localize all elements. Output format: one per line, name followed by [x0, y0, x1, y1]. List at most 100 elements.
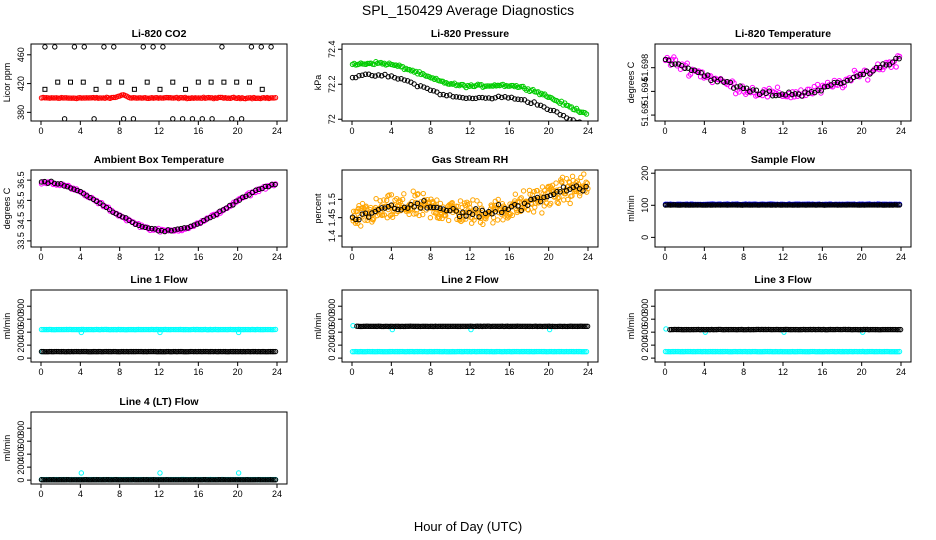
data-point: [480, 221, 486, 228]
data-point: [851, 326, 857, 333]
data-point: [865, 202, 871, 208]
data-point: [749, 202, 756, 208]
data-point: [52, 44, 58, 50]
data-point: [698, 70, 704, 76]
data-point: [97, 477, 103, 483]
data-point: [271, 348, 277, 355]
x-tick-label: 16: [193, 367, 203, 377]
data-point: [202, 348, 209, 355]
data-point: [508, 323, 514, 329]
data-point: [527, 191, 533, 197]
data-point: [865, 77, 871, 83]
data-point: [772, 326, 778, 333]
data-point: [157, 477, 163, 483]
x-tick-label: 4: [78, 367, 83, 377]
y-tick-label: 200: [640, 338, 650, 353]
data-point: [227, 348, 234, 355]
data-point: [50, 95, 56, 101]
data-point: [803, 348, 809, 355]
data-point: [434, 197, 440, 203]
data-point: [195, 477, 202, 483]
data-point: [62, 348, 68, 355]
x-tick-label: 20: [544, 252, 554, 262]
data-point: [555, 200, 562, 206]
data-point: [534, 102, 541, 108]
data-point: [860, 71, 867, 78]
data-point: [794, 348, 801, 355]
data-point: [377, 198, 383, 204]
data-point: [256, 477, 262, 483]
data-point: [365, 323, 372, 330]
data-point: [120, 326, 127, 333]
data-point: [401, 204, 408, 211]
data-point: [134, 477, 140, 483]
data-point: [145, 225, 152, 231]
data-point: [369, 323, 375, 330]
data-point: [236, 477, 242, 483]
data-point: [179, 116, 186, 121]
data-point: [421, 323, 427, 329]
data-point: [780, 326, 787, 333]
y-tick-label: 400: [16, 447, 26, 462]
y-axis-label-line2: ml/min: [313, 313, 323, 340]
data-point: [759, 202, 766, 208]
data-point: [222, 477, 229, 483]
data-point: [217, 326, 224, 333]
data-point: [117, 326, 123, 333]
data-point: [185, 326, 192, 333]
data-point: [495, 196, 501, 203]
points-line4: [38, 470, 279, 483]
data-point: [215, 326, 222, 333]
data-point: [437, 91, 443, 98]
data-point: [893, 64, 899, 70]
data-point: [883, 202, 889, 208]
data-point: [262, 348, 269, 355]
data-point: [669, 61, 675, 68]
data-point: [95, 477, 102, 483]
data-point: [767, 326, 773, 333]
data-point: [131, 86, 137, 92]
data-point: [109, 477, 115, 483]
data-point: [704, 72, 711, 78]
data-point: [150, 348, 157, 355]
data-point: [379, 212, 386, 218]
data-point: [378, 73, 385, 79]
data-point: [363, 203, 369, 209]
data-point: [127, 477, 133, 483]
data-point: [861, 348, 868, 355]
data-point: [81, 44, 87, 50]
data-point: [167, 477, 173, 483]
x-tick-label: 4: [389, 367, 394, 377]
data-point: [50, 348, 56, 355]
data-point: [707, 348, 714, 355]
data-point: [389, 214, 396, 220]
data-point: [248, 44, 255, 50]
data-point: [199, 477, 205, 483]
y-tick-label: 800: [327, 299, 337, 314]
y-tick-label: 0: [16, 478, 26, 483]
data-point: [257, 477, 264, 483]
data-point: [210, 326, 217, 333]
data-point: [896, 202, 903, 208]
data-point: [727, 79, 734, 86]
data-point: [742, 326, 748, 333]
data-point: [829, 326, 835, 333]
data-point: [152, 326, 158, 333]
data-point: [766, 348, 772, 355]
data-point: [673, 326, 680, 333]
data-point: [43, 477, 50, 483]
data-point: [879, 326, 885, 333]
data-point: [197, 477, 204, 483]
data-point: [886, 348, 893, 355]
data-point: [893, 348, 899, 355]
data-point: [92, 326, 98, 333]
data-point: [759, 348, 766, 355]
data-point: [530, 209, 537, 215]
data-point: [212, 477, 219, 483]
data-point: [215, 94, 222, 101]
data-point: [232, 348, 239, 355]
data-point: [802, 326, 809, 333]
data-point: [579, 323, 586, 330]
data-point: [806, 202, 812, 208]
